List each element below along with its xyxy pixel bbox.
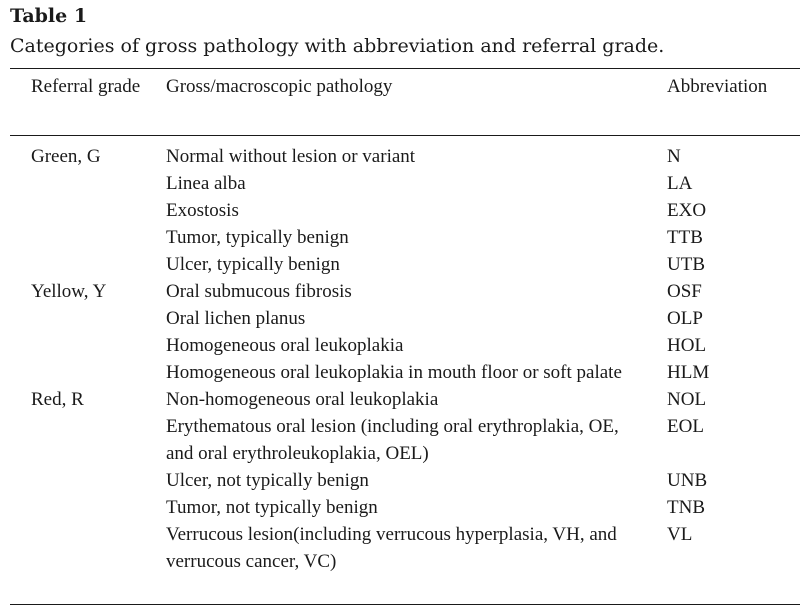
- abbreviation-cell: UNB: [667, 470, 708, 491]
- abbreviation-cell: NOL: [667, 389, 707, 410]
- abbreviation-cell: TNB: [667, 497, 705, 518]
- table-row: Tumor, not typically benign TNB: [0, 494, 806, 521]
- table-row: Red, R Non-homogeneous oral leukoplakia NO…: [0, 386, 806, 413]
- abbreviation-cell: HOL: [667, 335, 707, 356]
- abbreviation-cell: OSF: [667, 281, 702, 302]
- header-referral-grade: Referral grade: [31, 76, 141, 97]
- table-row: Erythematous oral lesion (including oral…: [0, 413, 806, 467]
- abbreviation-cell: LA: [667, 173, 693, 194]
- pathology-cell: Homogeneous oral leukoplakia in mouth fl…: [166, 362, 622, 383]
- abbreviation-cell: EXO: [667, 200, 707, 221]
- abbreviation-cell: N: [667, 146, 681, 167]
- table-row: Linea alba LA: [0, 170, 806, 197]
- table-row: Yellow, Y Oral submucous fibrosis OSF: [0, 278, 806, 305]
- top-rule: [10, 68, 800, 69]
- pathology-cell: Tumor, not typically benign: [166, 497, 378, 518]
- pathology-cell: Erythematous oral lesion (including oral…: [166, 416, 619, 464]
- pathology-cell: Ulcer, not typically benign: [166, 470, 369, 491]
- header-gross-pathology: Gross/macroscopic pathology: [166, 76, 393, 97]
- abbreviation-cell: UTB: [667, 254, 705, 275]
- header-rule: [10, 135, 800, 136]
- abbreviation-cell: TTB: [667, 227, 703, 248]
- table-row: Green, G Normal without lesion or variant…: [0, 143, 806, 170]
- table-row: Exostosis EXO: [0, 197, 806, 224]
- pathology-cell: Exostosis: [166, 200, 239, 221]
- pathology-cell: Oral lichen planus: [166, 308, 306, 329]
- table-row: Homogeneous oral leukoplakia HOL: [0, 332, 806, 359]
- table-row: Ulcer, not typically benign UNB: [0, 467, 806, 494]
- abbreviation-cell: EOL: [667, 416, 704, 437]
- abbreviation-cell: OLP: [667, 308, 703, 329]
- table-row: Ulcer, typically benign UTB: [0, 251, 806, 278]
- pathology-cell: Non-homogeneous oral leukoplakia: [166, 389, 439, 410]
- pathology-cell: Homogeneous oral leukoplakia: [166, 335, 404, 356]
- table-title: Table 1: [10, 5, 88, 27]
- pathology-cell: Linea alba: [166, 173, 246, 194]
- abbreviation-cell: HLM: [667, 362, 710, 383]
- table-row: Verrucous lesion(including verrucous hyp…: [0, 521, 806, 575]
- header-abbreviation: Abbreviation: [667, 76, 768, 97]
- referral-grade-cell: Green, G: [31, 146, 101, 167]
- table-caption: Categories of gross pathology with abbre…: [10, 35, 665, 57]
- pathology-cell: Tumor, typically benign: [166, 227, 349, 248]
- pathology-cell: Ulcer, typically benign: [166, 254, 340, 275]
- referral-grade-cell: Red, R: [31, 389, 84, 410]
- bottom-rule: [10, 604, 800, 605]
- table-row: Homogeneous oral leukoplakia in mouth fl…: [0, 359, 806, 386]
- pathology-cell: Verrucous lesion(including verrucous hyp…: [166, 524, 617, 572]
- pathology-cell: Oral submucous fibrosis: [166, 281, 352, 302]
- referral-grade-cell: Yellow, Y: [31, 281, 107, 302]
- table-row: Tumor, typically benign TTB: [0, 224, 806, 251]
- table-body: Green, G Normal without lesion or variant…: [0, 143, 806, 575]
- abbreviation-cell: VL: [667, 524, 693, 545]
- table-row: Oral lichen planus OLP: [0, 305, 806, 332]
- pathology-cell: Normal without lesion or variant: [166, 146, 416, 167]
